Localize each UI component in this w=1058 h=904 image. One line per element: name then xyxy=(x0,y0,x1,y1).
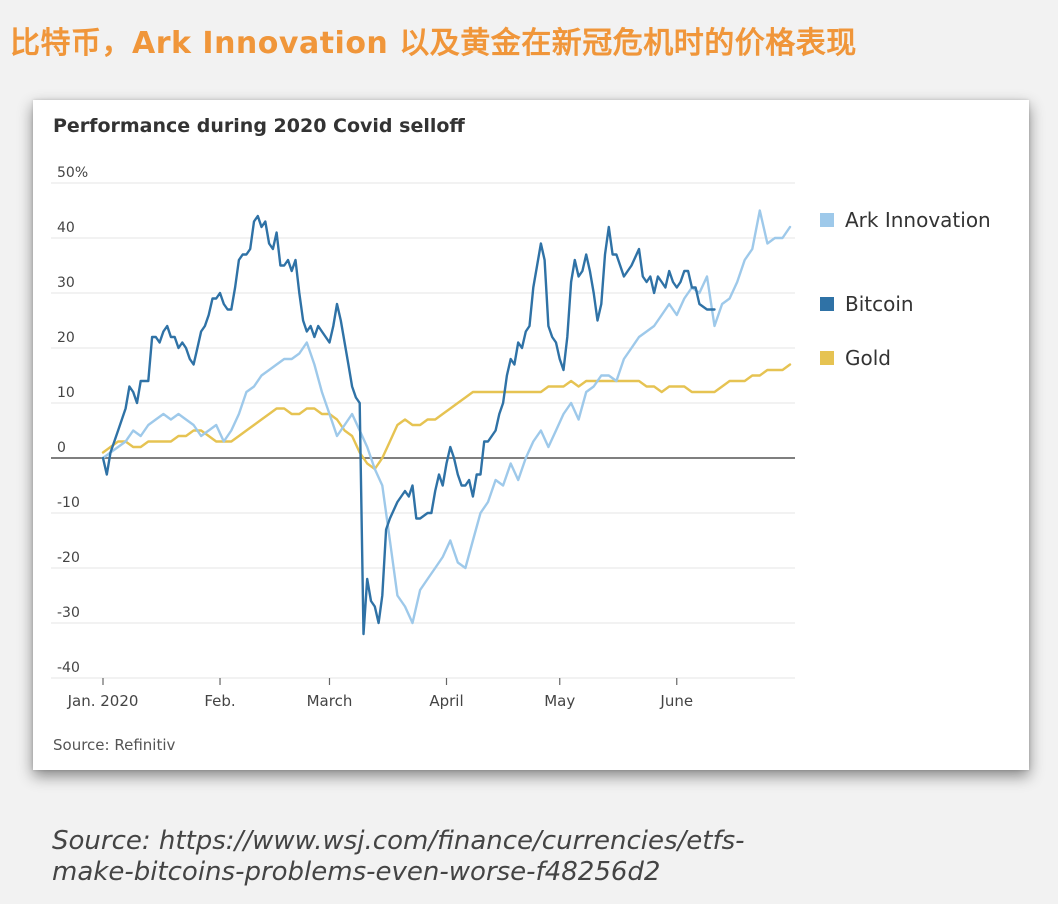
y-tick-label: 30 xyxy=(57,275,75,291)
chart-source: Source: Refinitiv xyxy=(53,736,175,754)
legend: Ark Innovation Bitcoin Gold xyxy=(820,208,991,370)
legend-swatch-ark-innovation xyxy=(820,213,834,227)
line-chart: Performance during 2020 Covid selloff 50… xyxy=(51,115,991,754)
y-tick-label: -10 xyxy=(57,495,80,511)
legend-swatch-bitcoin xyxy=(820,297,834,311)
x-tick-label: Feb. xyxy=(204,692,235,710)
x-tick-label: April xyxy=(429,692,463,710)
y-tick-label: -40 xyxy=(57,660,80,676)
chart-card: Performance during 2020 Covid selloff 50… xyxy=(33,100,1029,770)
footer-source-line-1: Source: https://www.wsj.com/finance/curr… xyxy=(52,826,745,856)
y-tick-label: 50% xyxy=(57,165,88,181)
series-line-ark-innovation xyxy=(101,209,792,625)
legend-swatch-gold xyxy=(820,351,834,365)
series-line-bitcoin xyxy=(101,214,716,636)
footer-source-line-2: make-bitcoins-problems-even-worse-f48256… xyxy=(52,857,661,887)
x-tick-label: June xyxy=(659,692,693,710)
legend-label-gold: Gold xyxy=(845,346,891,370)
series-lines xyxy=(101,209,792,636)
x-tick-label: Jan. 2020 xyxy=(67,692,139,710)
chart-title: Performance during 2020 Covid selloff xyxy=(53,115,465,137)
y-tick-label: 40 xyxy=(57,220,75,236)
x-tick-label: May xyxy=(544,692,575,710)
y-axis: 50% 40 30 20 10 0 -10 -20 -30 -40 xyxy=(57,165,88,676)
y-tick-label: 10 xyxy=(57,385,75,401)
x-axis: Jan. 2020 Feb. March April May June xyxy=(67,678,693,710)
slide-title: 比特币，Ark Innovation 以及黄金在新冠危机时的价格表现 xyxy=(10,26,857,61)
y-tick-label: -20 xyxy=(57,550,80,566)
legend-label-bitcoin: Bitcoin xyxy=(845,292,914,316)
y-tick-label: 0 xyxy=(57,440,66,456)
footer-source: Source: https://www.wsj.com/finance/curr… xyxy=(52,826,952,888)
y-tick-label: 20 xyxy=(57,330,75,346)
legend-label-ark-innovation: Ark Innovation xyxy=(845,208,991,232)
x-tick-label: March xyxy=(307,692,353,710)
series-line-gold xyxy=(101,363,792,471)
grid xyxy=(51,182,795,679)
y-tick-label: -30 xyxy=(57,605,80,621)
